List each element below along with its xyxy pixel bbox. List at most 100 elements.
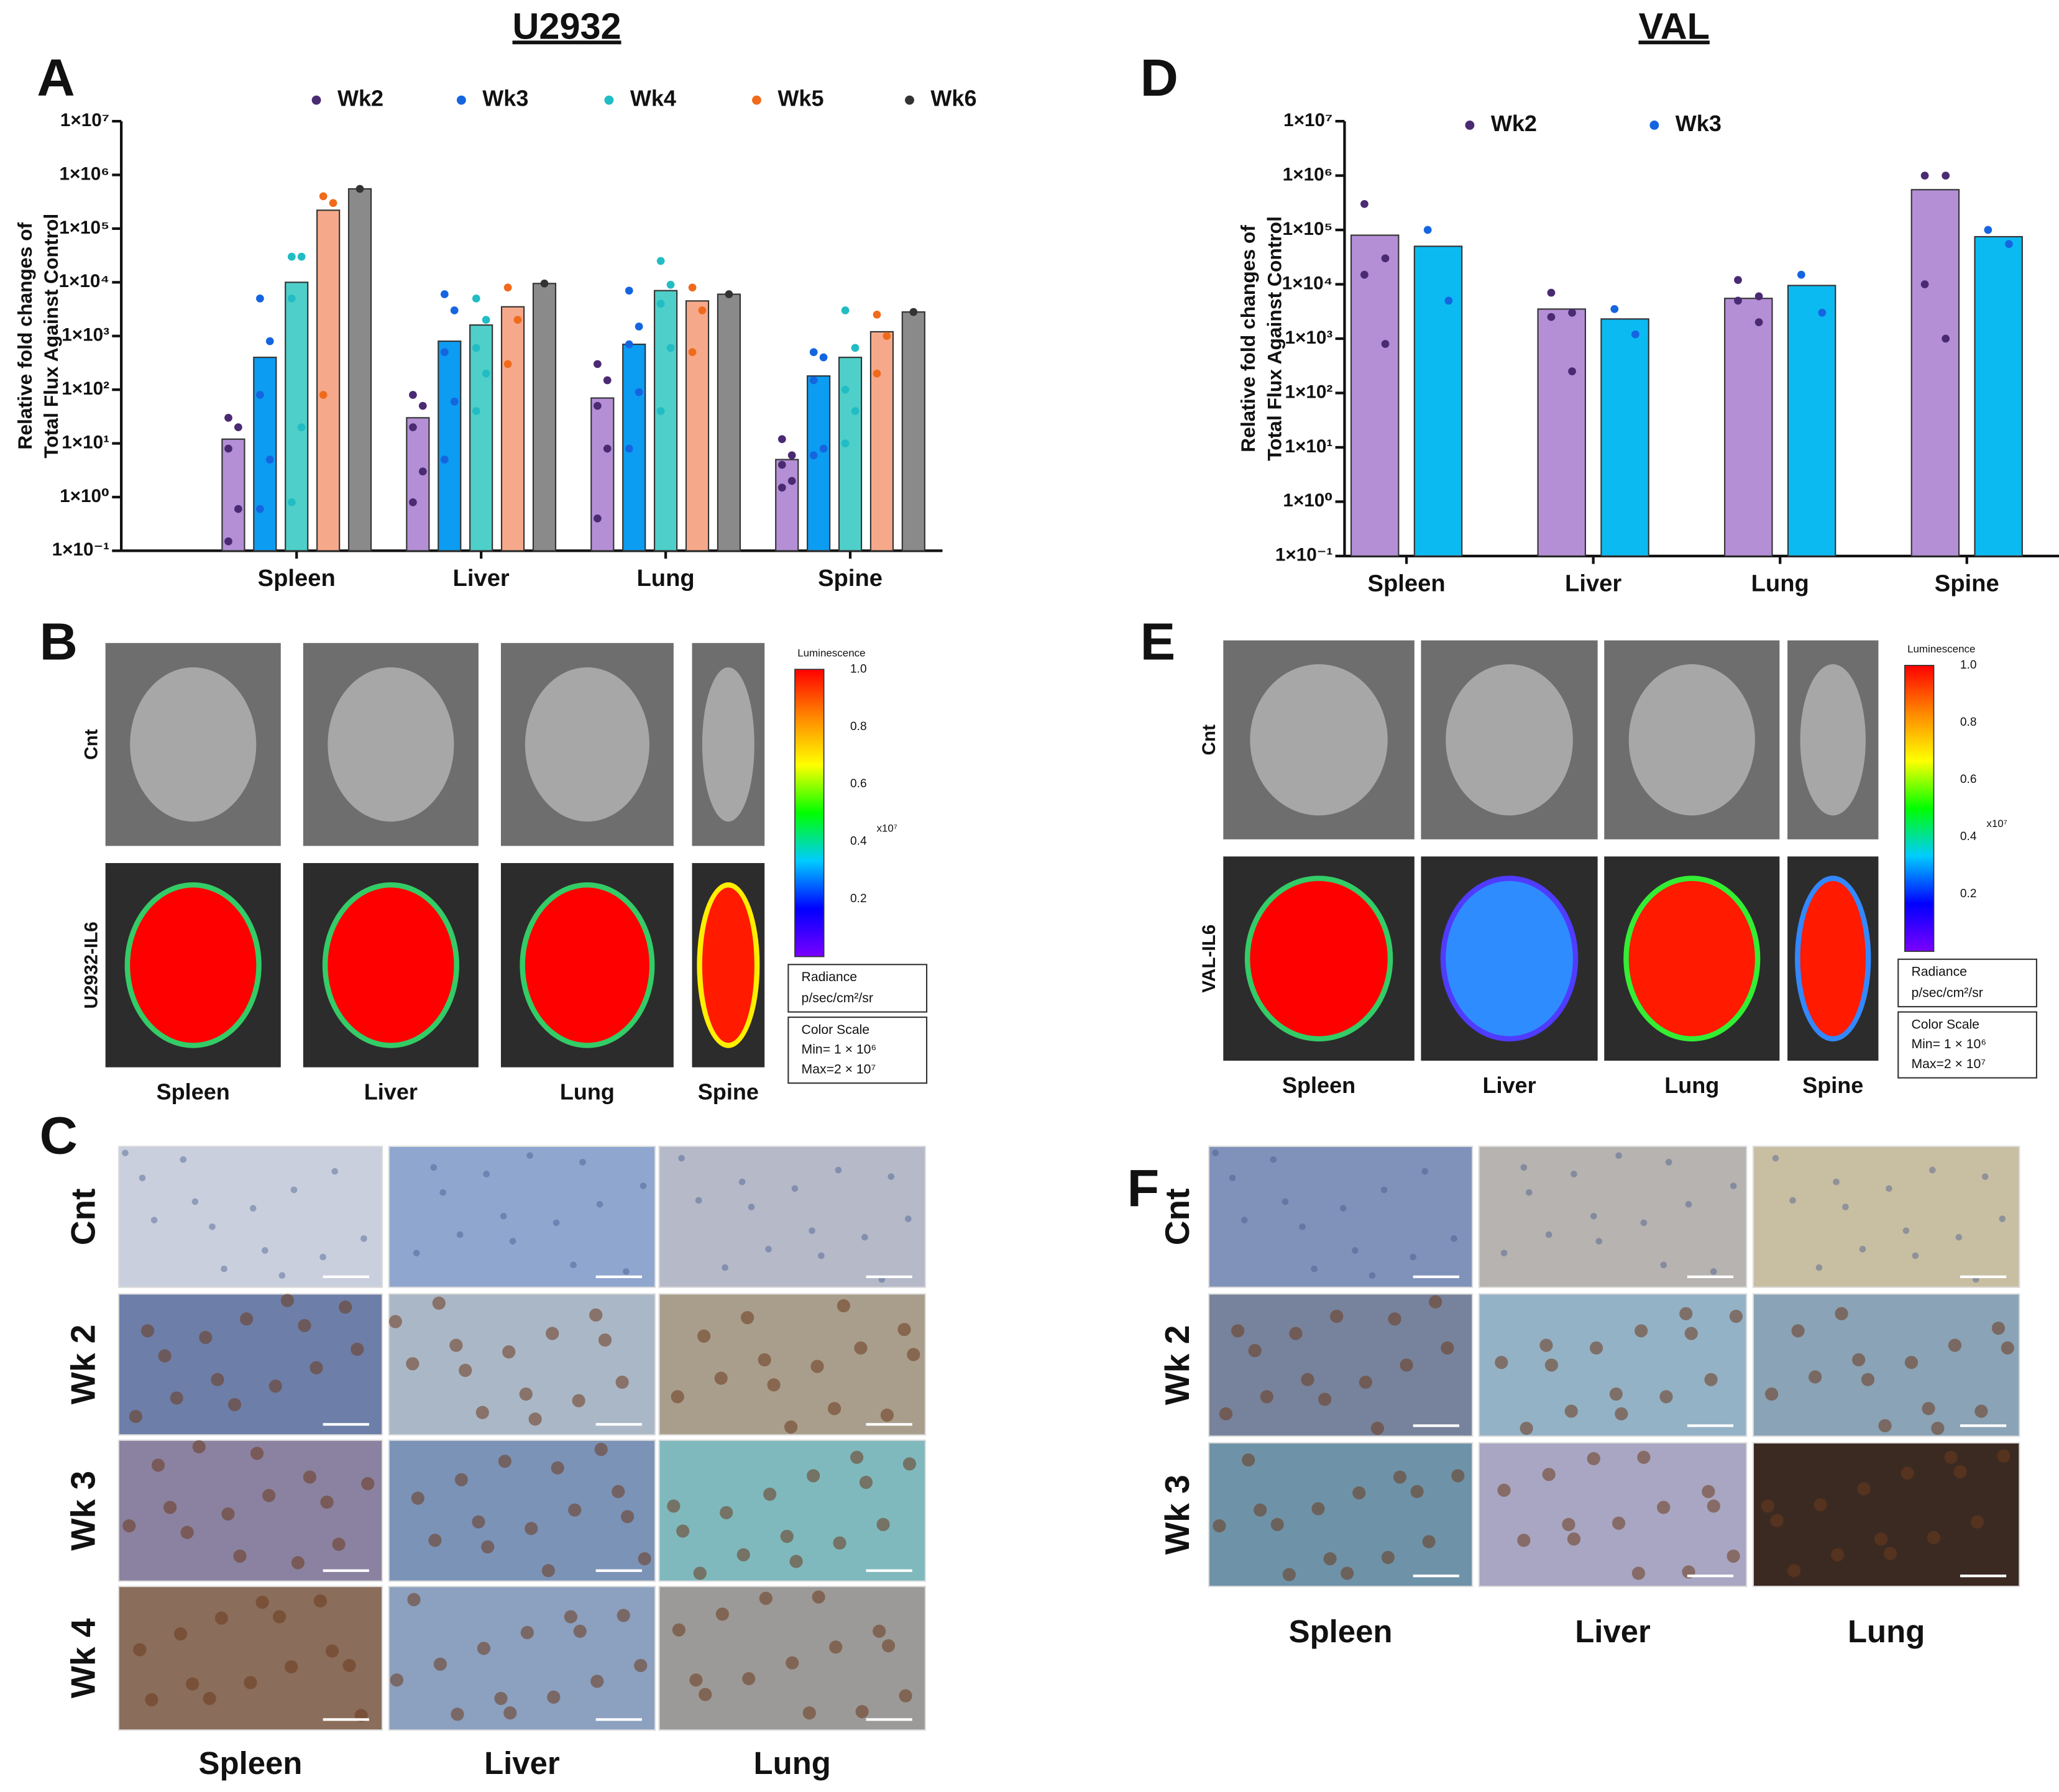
cell xyxy=(1520,1164,1528,1171)
scale-min: Min= 1 × 10⁶ xyxy=(1911,1037,1986,1051)
histology-tile xyxy=(1208,1442,1474,1588)
cell xyxy=(140,1324,155,1338)
cell xyxy=(780,1530,794,1543)
cell xyxy=(313,1594,328,1608)
scale-bar xyxy=(1413,1275,1459,1278)
colorbar-tick-label: 0.2 xyxy=(850,892,867,905)
cell xyxy=(812,1590,825,1604)
column-label: Lung xyxy=(560,1079,615,1105)
cell xyxy=(748,1204,755,1210)
bar xyxy=(406,417,430,552)
cell xyxy=(1955,1233,1963,1241)
cell xyxy=(361,1477,375,1491)
cell xyxy=(623,1268,630,1275)
cell xyxy=(1981,1173,1989,1180)
bar xyxy=(775,459,799,552)
cell xyxy=(1517,1534,1531,1547)
legend-marker xyxy=(752,95,761,105)
cell xyxy=(1213,1519,1226,1533)
organ xyxy=(1628,664,1755,816)
data-point xyxy=(656,299,665,308)
column-label: Spine xyxy=(1802,1072,1863,1098)
panel-title: U2932 xyxy=(513,5,621,47)
colorbar-title: Luminescence xyxy=(797,647,865,659)
cell xyxy=(1809,1370,1822,1384)
cell xyxy=(1567,1532,1581,1546)
cell xyxy=(791,1185,799,1192)
cell xyxy=(1953,1465,1967,1479)
cell xyxy=(1878,1419,1892,1433)
cell xyxy=(199,1330,213,1344)
cell xyxy=(278,1272,286,1279)
cell xyxy=(1842,1204,1849,1210)
histology-tile xyxy=(388,1293,656,1436)
panel-letter: F xyxy=(1127,1159,1159,1218)
row-label: Wk 3 xyxy=(63,1471,102,1551)
cell xyxy=(1544,1358,1559,1372)
cell xyxy=(589,1308,603,1322)
legend-marker xyxy=(311,95,321,105)
cell xyxy=(390,1673,404,1687)
cell xyxy=(1318,1392,1332,1406)
cell xyxy=(1497,1483,1511,1497)
scale-title: Color Scale xyxy=(1911,1017,1979,1031)
cell xyxy=(1564,1404,1578,1418)
row-label: Cnt xyxy=(63,1188,102,1245)
cell xyxy=(1526,1189,1533,1196)
data-point xyxy=(1754,292,1763,301)
bar xyxy=(469,324,493,552)
cell xyxy=(325,1644,339,1658)
signal xyxy=(1800,880,1866,1036)
cell xyxy=(880,1408,894,1422)
data-point xyxy=(1984,226,1993,234)
unit: p/sec/cm²/sr xyxy=(802,991,873,1005)
colorbar-title: Luminescence xyxy=(1907,643,1975,655)
cell xyxy=(211,1373,224,1386)
cell xyxy=(332,1537,346,1551)
cell xyxy=(519,1387,533,1401)
data-point xyxy=(809,451,818,460)
scale-bar xyxy=(323,1718,369,1721)
colorbar-tick-label: 0.4 xyxy=(850,835,867,848)
cell xyxy=(1410,1484,1424,1499)
cell xyxy=(170,1391,183,1405)
cell xyxy=(876,1517,890,1532)
data-point xyxy=(472,344,480,352)
cell xyxy=(899,1689,912,1703)
cell xyxy=(640,1182,647,1189)
cell xyxy=(320,1495,334,1509)
data-point xyxy=(287,294,296,303)
column-label: Lung xyxy=(1664,1072,1719,1098)
data-point xyxy=(265,455,274,464)
row-label: Cnt xyxy=(1158,1188,1196,1245)
data-point xyxy=(1423,226,1432,234)
data-point xyxy=(1734,276,1742,284)
cell xyxy=(1231,1324,1245,1338)
data-point xyxy=(656,257,665,265)
cell xyxy=(291,1556,305,1570)
column-label: Lung xyxy=(1848,1614,1925,1649)
data-point xyxy=(819,353,828,362)
data-point xyxy=(472,294,480,303)
y-tick-label: 1×10⁰ xyxy=(60,486,109,506)
y-tick-label: 1×10⁷ xyxy=(60,110,109,130)
cell xyxy=(1904,1356,1919,1369)
cell xyxy=(809,1227,815,1234)
data-point xyxy=(787,477,796,485)
cell xyxy=(1997,1449,2011,1463)
bar xyxy=(1724,298,1773,557)
histology-tile xyxy=(117,1586,383,1731)
data-point xyxy=(688,283,697,292)
cell xyxy=(596,1200,603,1208)
cell xyxy=(1539,1338,1553,1352)
cell xyxy=(1631,1566,1646,1580)
colorbar-multiplier: x10⁷ xyxy=(1986,818,2007,830)
cell xyxy=(1289,1327,1303,1340)
data-point xyxy=(1547,288,1556,297)
cell xyxy=(1765,1387,1779,1401)
cell xyxy=(1831,1548,1845,1561)
cell xyxy=(475,1406,489,1419)
scale-max: Max=2 × 10⁷ xyxy=(802,1063,876,1077)
organ xyxy=(525,667,649,822)
